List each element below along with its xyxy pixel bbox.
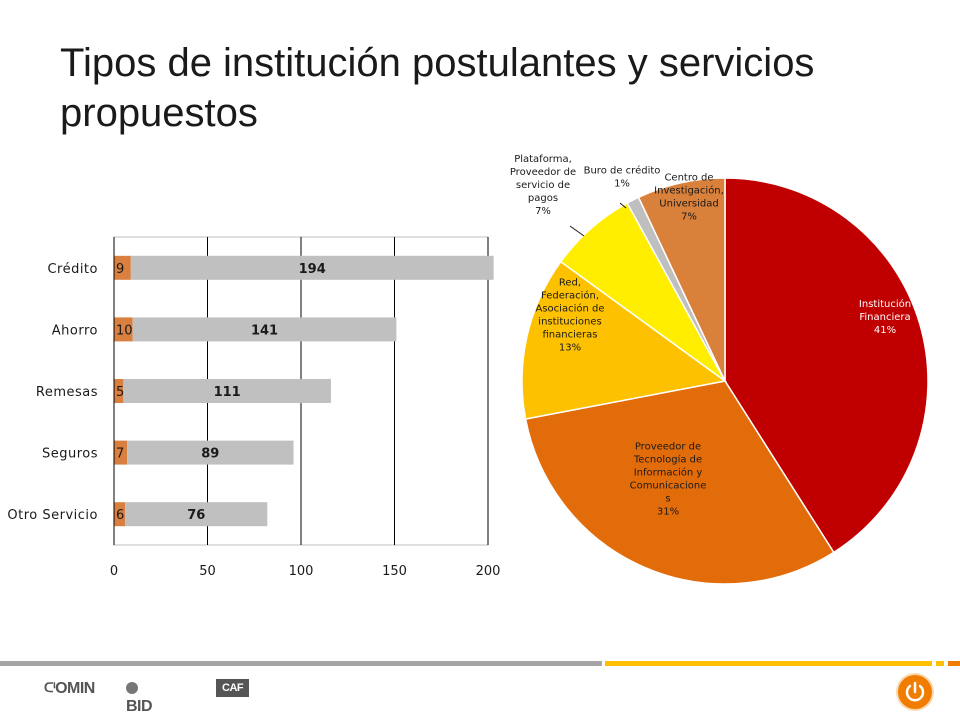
data-label: 111 bbox=[214, 385, 241, 400]
category-label: Remesas bbox=[36, 385, 98, 400]
bar-segment bbox=[114, 317, 133, 342]
category-label: Seguros bbox=[42, 447, 98, 462]
pie-slice bbox=[637, 177, 726, 382]
footer-bar-grey bbox=[0, 661, 602, 666]
leader-line bbox=[569, 225, 585, 237]
slice-label: Buro de crédito 1% bbox=[584, 165, 661, 190]
footer-bar-yellow bbox=[605, 661, 932, 666]
data-label: 194 bbox=[299, 262, 326, 277]
data-label: 76 bbox=[187, 508, 205, 523]
data-label: 89 bbox=[201, 447, 219, 462]
bar-segment bbox=[125, 502, 268, 527]
fomin-logo: ᑪOMIN bbox=[44, 680, 95, 697]
slice-label: Institución Financiera 41% bbox=[859, 298, 911, 336]
pie-chart: Institución Financiera 41% Proveedor de Tecn… bbox=[510, 154, 929, 585]
data-label: 5 bbox=[116, 385, 124, 400]
x-tick-label: 100 bbox=[289, 564, 314, 579]
slice-label: Proveedor de Tecnología de Información y Co… bbox=[630, 442, 707, 518]
x-tick-label: 200 bbox=[476, 564, 501, 579]
slice-label: Plataforma, Proveedor de servicio de pagos 7… bbox=[510, 154, 576, 217]
bar-segment bbox=[114, 255, 131, 280]
bar-segment bbox=[114, 440, 128, 465]
footer-bar-orange bbox=[948, 661, 960, 666]
category-label: Otro Servicio bbox=[7, 508, 98, 523]
power-button[interactable] bbox=[898, 675, 932, 709]
bar-segment bbox=[132, 317, 397, 342]
bar-segment bbox=[127, 440, 294, 465]
data-label: 141 bbox=[251, 323, 278, 338]
pie-slice bbox=[724, 177, 929, 554]
x-tick-label: 150 bbox=[382, 564, 407, 579]
data-label: 7 bbox=[116, 447, 124, 462]
slide-title: Tipos de institución postulantes y servi… bbox=[60, 41, 815, 135]
slice-label: Red, Federación, Asociación de institucione… bbox=[536, 278, 605, 354]
bar-chart: 0 50 100 150 200 Crédito 9 194 Ahorro 10 141 Remesa… bbox=[7, 236, 501, 579]
caf-logo: CAF bbox=[216, 678, 250, 697]
x-tick-label: 0 bbox=[110, 564, 118, 579]
pie-slice bbox=[521, 260, 727, 420]
data-label: 9 bbox=[116, 262, 124, 277]
data-label: 6 bbox=[116, 508, 124, 523]
bid-logo: BID bbox=[126, 680, 153, 716]
leader-line bbox=[619, 202, 627, 209]
bar-segment bbox=[130, 255, 494, 280]
slice-label: Centro de Investigación, Universidad 7% bbox=[654, 173, 724, 223]
bar-segment bbox=[123, 379, 331, 403]
power-icon bbox=[905, 681, 925, 702]
pie-slice bbox=[524, 380, 835, 585]
footer-bar-yellow-small bbox=[936, 661, 944, 666]
data-label: 10 bbox=[116, 323, 133, 338]
x-tick-label: 50 bbox=[199, 564, 216, 579]
bar-segment bbox=[114, 502, 126, 527]
bar-segment bbox=[114, 379, 124, 403]
category-label: Crédito bbox=[47, 262, 98, 277]
category-label: Ahorro bbox=[52, 323, 98, 338]
